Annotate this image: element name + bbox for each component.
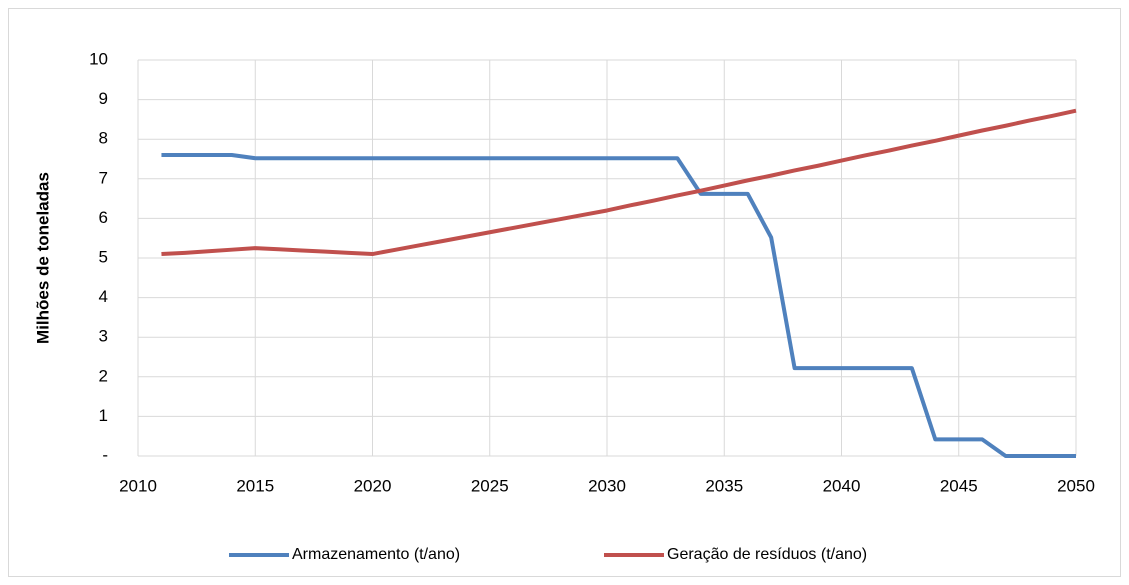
y-tick-label: - bbox=[102, 445, 108, 464]
x-tick-label: 2015 bbox=[236, 476, 274, 495]
y-tick-label: 3 bbox=[99, 327, 108, 346]
series-line bbox=[161, 108, 1077, 257]
y-axis-title: Milhões de toneladas bbox=[33, 172, 52, 344]
legend-label: Geração de resíduos (t/ano) bbox=[667, 546, 867, 563]
x-tick-label: 2035 bbox=[705, 476, 743, 495]
x-tick-label: 2040 bbox=[823, 476, 861, 495]
y-tick-label: 10 bbox=[89, 49, 108, 68]
x-tick-label: 2030 bbox=[588, 476, 626, 495]
y-tick-label: 4 bbox=[99, 287, 108, 306]
x-tick-label: 2025 bbox=[471, 476, 509, 495]
y-tick-label: 8 bbox=[99, 129, 108, 148]
y-tick-label: 1 bbox=[99, 406, 108, 425]
legend-label: Armazenamento (t/ano) bbox=[292, 546, 460, 563]
x-tick-label: 2045 bbox=[940, 476, 978, 495]
x-tick-label: 2050 bbox=[1057, 476, 1095, 495]
chart-border bbox=[8, 8, 1121, 577]
y-tick-label: 9 bbox=[99, 89, 108, 108]
y-tick-label: 2 bbox=[99, 366, 108, 385]
x-tick-label: 2010 bbox=[119, 476, 157, 495]
series-line bbox=[161, 153, 1076, 458]
y-tick-label: 6 bbox=[99, 208, 108, 227]
y-tick-label: 5 bbox=[99, 247, 108, 266]
y-tick-label: 7 bbox=[99, 168, 108, 187]
x-tick-label: 2020 bbox=[354, 476, 392, 495]
